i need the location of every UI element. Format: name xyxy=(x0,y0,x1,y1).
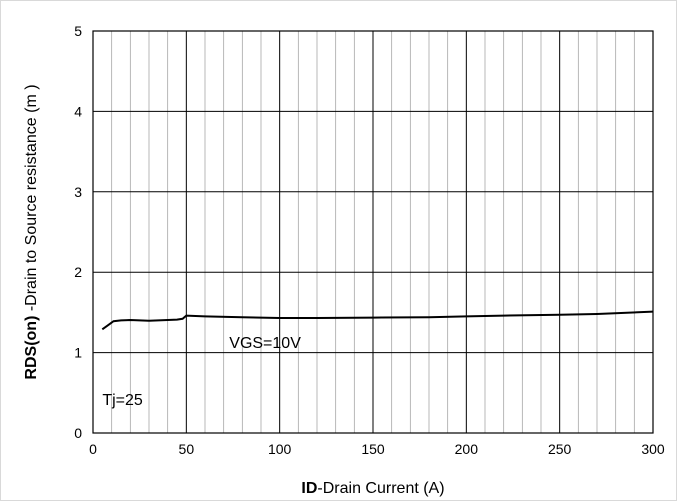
y-axis-title: RDS(on) -Drain to Source resistance (m ) xyxy=(23,84,40,379)
y-tick-label: 2 xyxy=(74,264,82,280)
minor-gridlines xyxy=(111,31,635,433)
x-tick-labels: 0 50 100 150 200 250 300 xyxy=(89,441,665,457)
x-axis-title-bold: ID xyxy=(301,480,317,497)
y-tick-label: 1 xyxy=(74,345,82,361)
x-tick-label: 250 xyxy=(548,441,572,457)
y-axis-title-rest: -Drain to Source resistance (m ) xyxy=(23,84,40,315)
major-gridlines xyxy=(93,31,653,433)
x-axis-title: ID-Drain Current (A) xyxy=(301,480,444,497)
x-tick-label: 150 xyxy=(361,441,385,457)
y-tick-label: 4 xyxy=(74,103,82,119)
y-tick-label: 3 xyxy=(74,184,82,200)
plot-border xyxy=(92,30,654,434)
y-tick-labels: 0 1 2 3 4 5 xyxy=(74,23,82,441)
x-tick-label: 0 xyxy=(89,441,97,457)
x-tick-label: 50 xyxy=(179,441,195,457)
annotation-vgs: VGS=10V xyxy=(229,335,301,352)
x-tick-label: 200 xyxy=(455,441,479,457)
x-tick-label: 300 xyxy=(641,441,665,457)
y-tick-label: 0 xyxy=(74,425,82,441)
y-axis-title-bold: RDS(on) xyxy=(23,316,40,380)
x-tick-label: 100 xyxy=(268,441,292,457)
annotation-tj: Tj=25 xyxy=(102,392,143,409)
y-tick-label: 5 xyxy=(74,23,82,39)
x-axis-title-rest: -Drain Current (A) xyxy=(317,480,444,497)
series-line xyxy=(101,310,654,331)
